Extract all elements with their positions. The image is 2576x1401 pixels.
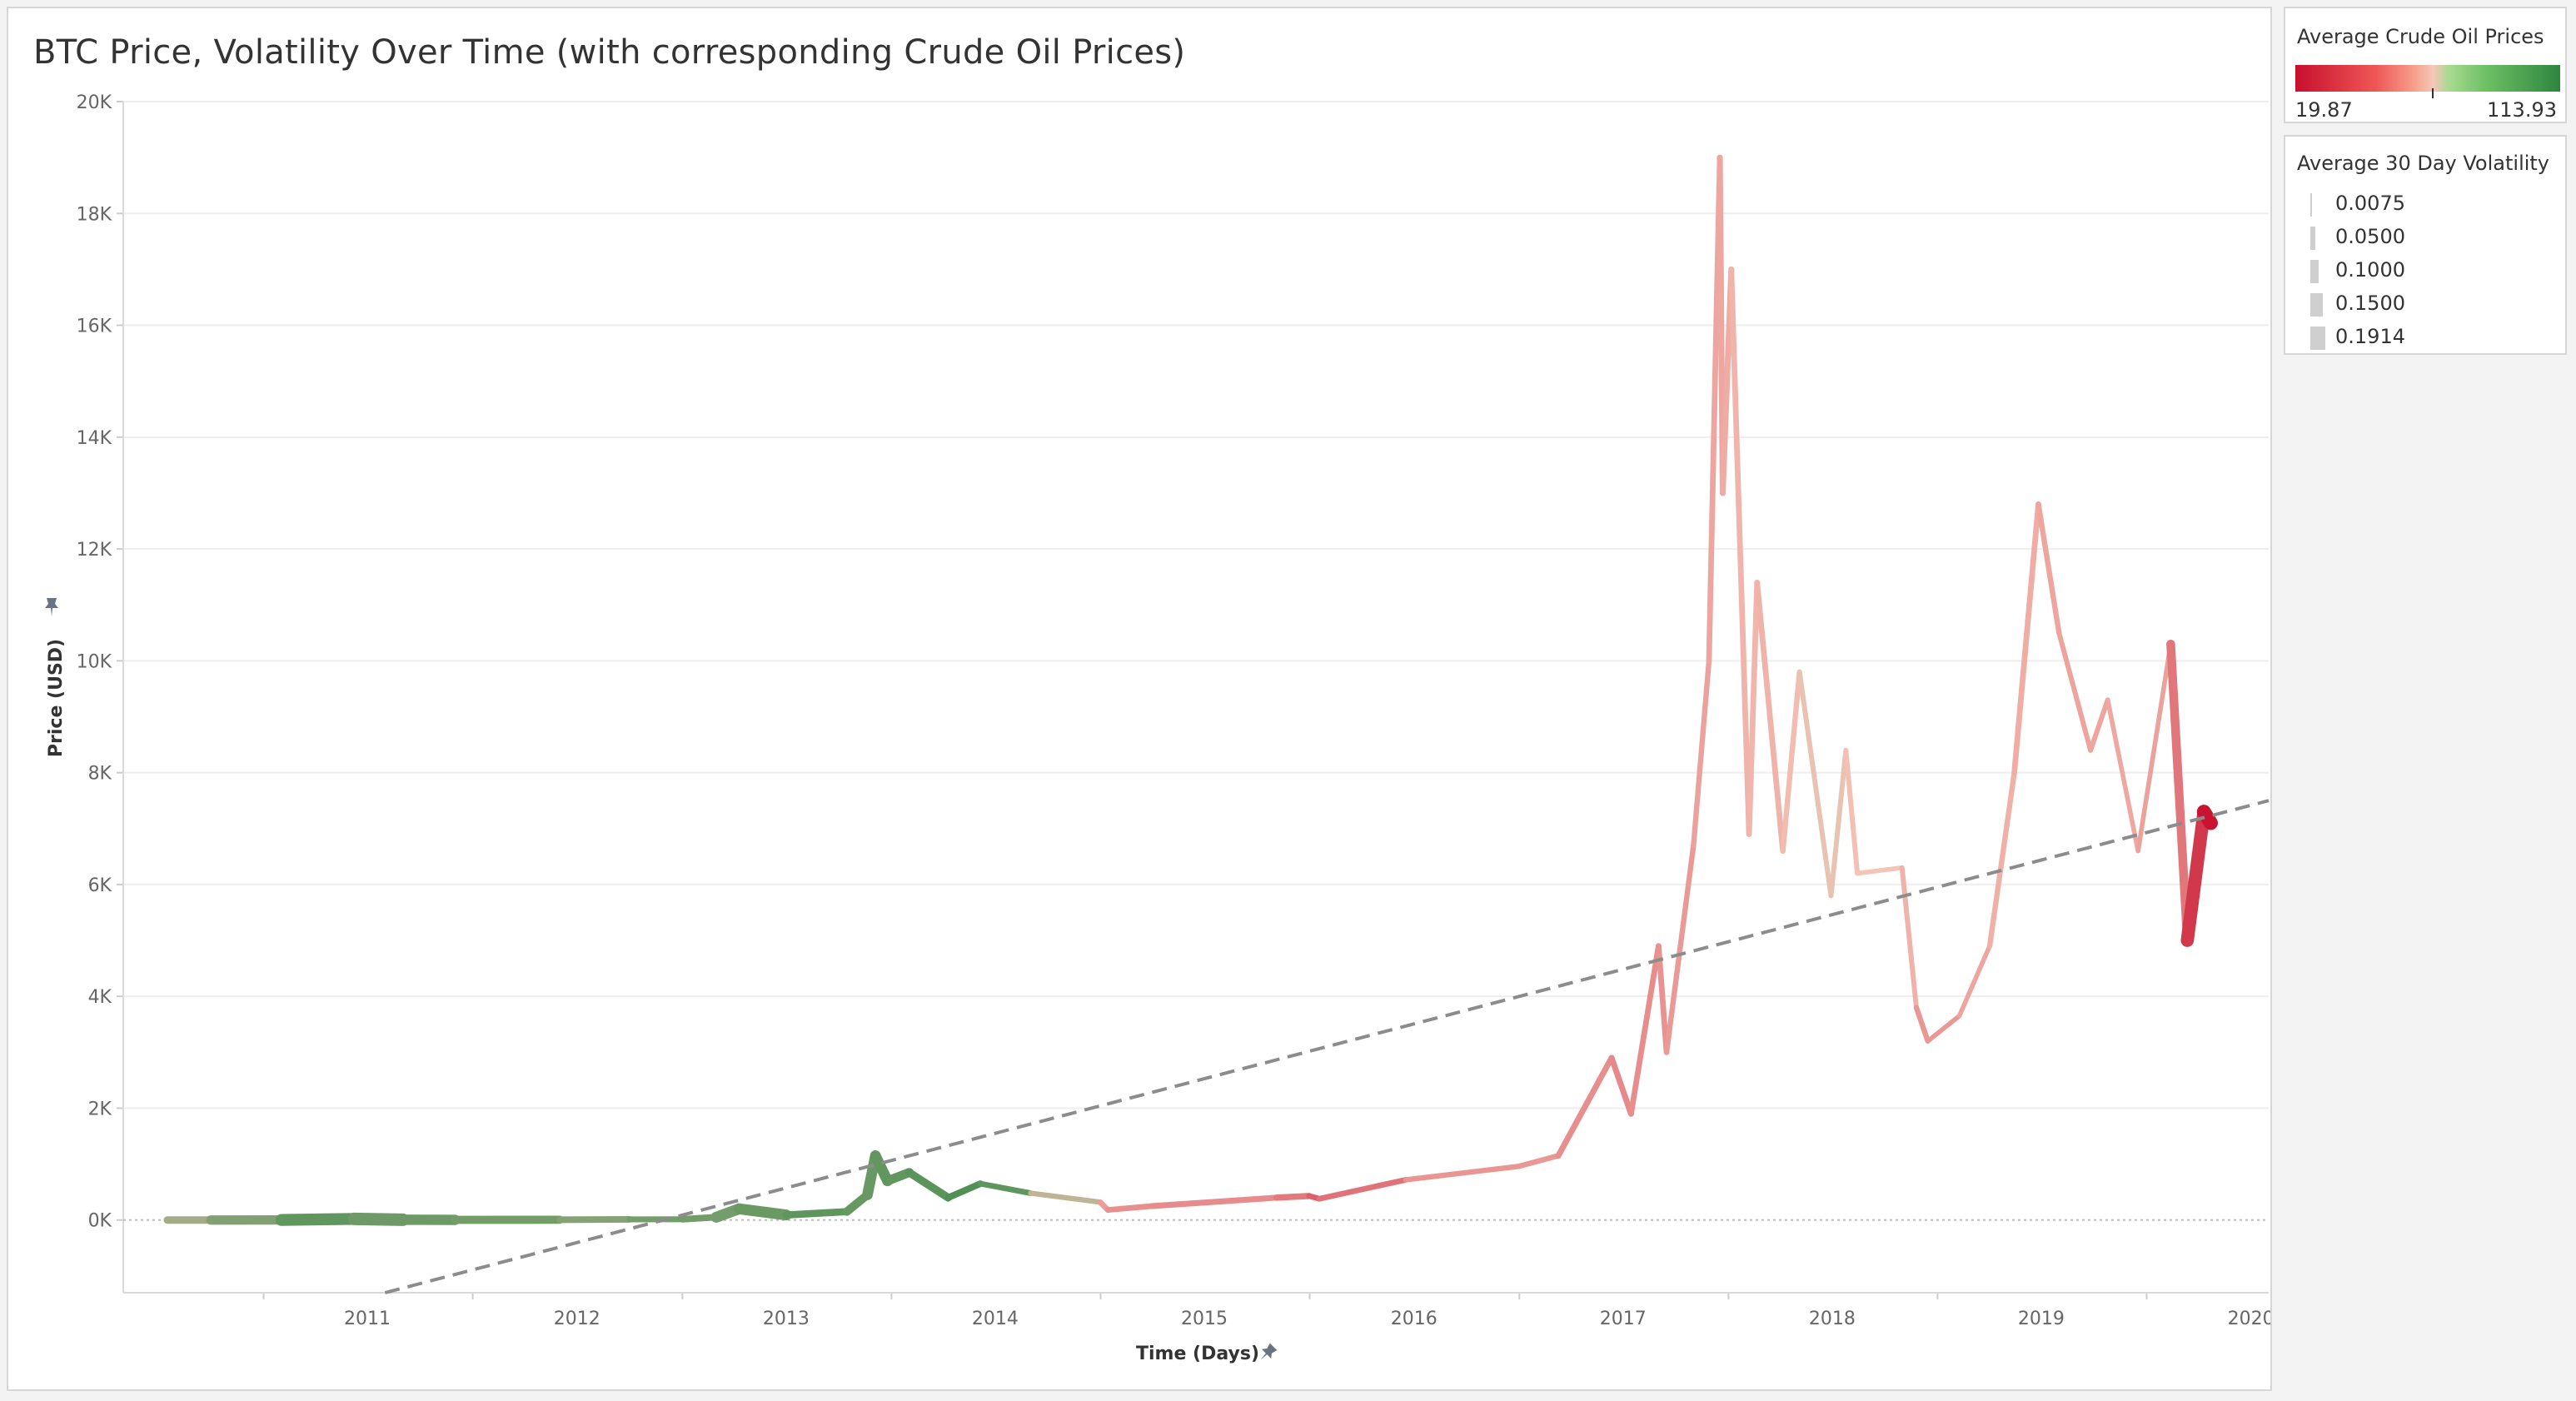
btc-price-segment	[2088, 697, 2110, 753]
btc-price-segment	[905, 1168, 953, 1202]
btc-price-segment	[2196, 805, 2218, 830]
plot-area: 0K 2K 4K 6K 8K 10K 12K 14K 16K 18K 20K 2011 2012 2013…	[77, 92, 2270, 1329]
btc-price-segment	[1273, 1193, 1313, 1201]
y-axis-title: Price (USD)	[46, 639, 67, 757]
volatility-swatch	[2310, 193, 2312, 217]
x-tick-label: 2018	[1809, 1309, 1856, 1329]
x-axis-title: Time (Days)	[1136, 1344, 1259, 1364]
btc-price-segment	[733, 1203, 792, 1221]
oil-legend-min: 19.87	[2295, 98, 2353, 122]
y-tick-label: 16K	[77, 317, 112, 337]
volatility-label: 0.0075	[2335, 192, 2405, 215]
oil-color-gradient	[2295, 65, 2560, 92]
btc-price-segment	[1555, 1054, 1615, 1159]
btc-price-segment	[1628, 943, 1662, 1117]
btc-price-segment	[1956, 943, 1992, 1019]
chart-svg: 0K 2K 4K 6K 8K 10K 12K 14K 16K 18K 20K 2011 2012 2013…	[45, 92, 2270, 1364]
volatility-label: 0.1500	[2335, 292, 2405, 315]
btc-price-segment	[977, 1180, 1034, 1196]
btc-price-segment	[782, 1208, 851, 1219]
btc-price-segment	[1855, 865, 1905, 876]
x-tick-label: 2019	[2018, 1309, 2065, 1329]
btc-price-segment	[1746, 579, 1761, 837]
btc-price-segment	[1105, 1203, 1155, 1214]
chart-title: BTC Price, Volatility Over Time (with co…	[33, 33, 1186, 72]
chart-panel: BTC Price, Volatility Over Time (with co…	[7, 7, 2272, 1391]
series-layer	[123, 154, 2270, 1294]
btc-price-segment	[1728, 267, 1752, 837]
axes: 0K 2K 4K 6K 8K 10K 12K 14K 16K 18K 20K 2011 2012 2013…	[77, 92, 2270, 1329]
btc-price-segment	[1691, 658, 1712, 849]
volatility-swatch	[2310, 260, 2319, 283]
btc-price-segment	[679, 1214, 720, 1223]
volatility-legend[interactable]: Average 30 Day Volatility 0.0075 0.0500 …	[2284, 135, 2567, 355]
btc-price-segment	[1828, 747, 1849, 899]
x-tick-label: 2016	[1391, 1309, 1437, 1329]
volatility-swatch	[2310, 227, 2315, 250]
btc-price-segment	[1148, 1194, 1280, 1209]
btc-price-segment	[2035, 501, 2062, 636]
btc-price-segment	[1316, 1176, 1409, 1202]
btc-price-segment	[2011, 501, 2041, 776]
y-tick-label: 18K	[77, 204, 112, 225]
btc-price-segment	[869, 1150, 893, 1187]
btc-price-segment	[1925, 1013, 1962, 1044]
btc-price-segment	[2056, 630, 2094, 753]
grid-lines	[123, 101, 2269, 1109]
volatility-label: 0.1000	[2335, 258, 2405, 282]
x-axis-pin-icon[interactable]	[1256, 1342, 1278, 1364]
volatility-swatch	[2310, 327, 2325, 350]
btc-price-segment	[1028, 1190, 1103, 1205]
x-tick-label: 2014	[972, 1309, 1019, 1329]
x-tick-label: 2017	[1600, 1309, 1647, 1329]
btc-price-segment	[1899, 865, 1919, 1010]
oil-price-legend[interactable]: Average Crude Oil Prices 19.87 113.93	[2284, 7, 2567, 123]
btc-price-segment	[1516, 1153, 1562, 1169]
btc-price-segment	[1608, 1054, 1634, 1117]
btc-price-segment	[2105, 697, 2140, 854]
y-tick-label: 10K	[77, 651, 112, 672]
y-tick-label: 14K	[77, 428, 112, 449]
volatility-label: 0.0500	[2335, 225, 2405, 248]
plot-background	[123, 102, 2269, 1293]
y-tick-label: 0K	[88, 1211, 112, 1232]
btc-price-segment	[1780, 669, 1802, 854]
x-tick-label: 2013	[763, 1309, 810, 1329]
oil-legend-max: 113.93	[2487, 98, 2557, 122]
y-tick-label: 4K	[88, 987, 112, 1008]
btc-price-segment	[2180, 805, 2211, 947]
btc-price-segment	[944, 1180, 984, 1201]
btc-price-segment	[1656, 943, 1670, 1055]
x-tick-label: 2012	[554, 1309, 600, 1329]
volatility-label: 0.1914	[2335, 325, 2405, 348]
btc-price-segment	[1843, 747, 1861, 876]
y-tick-label: 8K	[88, 764, 112, 785]
btc-price-segment	[1913, 1005, 1931, 1045]
volatility-legend-title: Average 30 Day Volatility	[2297, 152, 2550, 175]
volatility-swatch	[2310, 293, 2323, 317]
btc-price-segment	[1986, 770, 2017, 949]
y-tick-label: 20K	[77, 92, 112, 113]
x-tick-label: 2020	[2228, 1309, 2270, 1329]
y-tick-label: 6K	[88, 875, 112, 896]
y-axis-title-group: Price (USD)	[46, 639, 67, 757]
y-tick-label: 2K	[88, 1099, 112, 1119]
x-tick-label: 2015	[1181, 1309, 1228, 1329]
x-tick-label: 2011	[344, 1309, 391, 1329]
btc-price-segment	[1403, 1164, 1522, 1183]
y-tick-label: 12K	[77, 540, 112, 561]
btc-price-segment	[1754, 579, 1786, 855]
btc-price-segment	[1663, 842, 1697, 1055]
btc-price-segment	[1796, 669, 1834, 899]
btc-price-segment	[2166, 639, 2192, 945]
y-axis-pin-icon[interactable]	[45, 598, 58, 616]
btc-price-segment	[2135, 641, 2174, 854]
trend-line	[384, 799, 2270, 1294]
oil-legend-title: Average Crude Oil Prices	[2297, 25, 2544, 48]
oil-gradient-marker	[2432, 88, 2434, 98]
